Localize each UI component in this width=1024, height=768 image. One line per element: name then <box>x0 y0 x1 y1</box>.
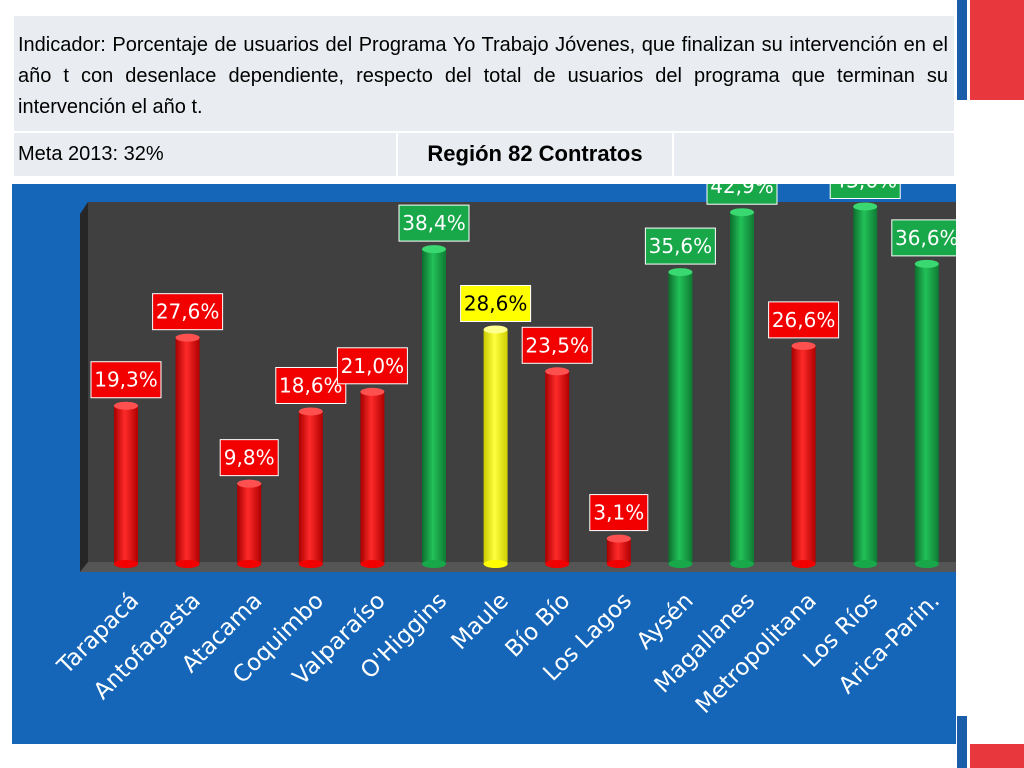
bar-base-2 <box>237 560 262 568</box>
category-labels: TarapacáAntofagastaAtacamaCoquimboValpar… <box>52 588 945 719</box>
bar-13 <box>914 263 939 564</box>
value-label-2: 9,8% <box>224 446 275 470</box>
bar-5 <box>422 249 446 564</box>
value-labels: 19,3% 27,6% 9,8% 18,6%21,0% 38,4% 28,6% 23,5% 3… <box>90 184 956 532</box>
value-label-box-9 <box>644 227 716 265</box>
value-label-4: 21,0% <box>341 354 405 378</box>
bar-cap-7 <box>545 367 570 376</box>
bar-cap-3 <box>298 407 323 416</box>
accent-bar-blue-bottom <box>957 716 967 768</box>
bar-cap-8 <box>606 534 631 543</box>
bar-base-9 <box>668 560 693 568</box>
plot-area <box>80 202 956 572</box>
bar-8 <box>606 538 631 564</box>
bar-6 <box>483 329 508 564</box>
value-label-10: 42,9% <box>710 184 774 198</box>
goal-text: Meta 2013: 32% <box>12 131 398 178</box>
value-label-box-12 <box>829 184 901 199</box>
plot-floor <box>80 562 956 572</box>
bar-cap-5 <box>422 245 446 254</box>
bar-cap-6 <box>483 325 508 334</box>
value-label-7: 23,5% <box>525 333 589 357</box>
bar-base-6 <box>483 560 508 568</box>
bar-base-4 <box>360 560 385 568</box>
value-label-box-5 <box>398 204 470 242</box>
bar-base-11 <box>791 560 816 568</box>
value-label-box-11 <box>768 301 840 339</box>
bar-11 <box>791 345 816 564</box>
value-label-8: 3,1% <box>593 501 644 525</box>
bar-cap-2 <box>237 479 262 488</box>
value-label-3: 18,6% <box>279 373 343 397</box>
plot-back <box>88 202 956 562</box>
bar-4 <box>360 391 385 564</box>
region-title: Región 82 Contratos <box>396 131 674 178</box>
bar-base-13 <box>914 560 939 568</box>
bar-0 <box>114 405 138 564</box>
bar-2 <box>237 483 262 564</box>
bar-12 <box>853 206 878 565</box>
accent-bar-blue-top <box>957 0 967 100</box>
bar-cap-4 <box>360 387 385 396</box>
plot-side <box>80 202 88 572</box>
value-label-12: 43,6% <box>833 184 897 192</box>
empty-cell <box>672 131 956 178</box>
bar-3 <box>298 411 323 564</box>
bar-base-1 <box>175 560 200 568</box>
bar-10 <box>730 212 754 564</box>
bar-cap-13 <box>914 259 939 268</box>
value-label-box-2 <box>219 439 279 477</box>
bar-base-3 <box>298 560 323 568</box>
value-label-box-7 <box>521 326 593 364</box>
value-label-5: 38,4% <box>402 211 466 235</box>
bar-cap-1 <box>175 333 200 342</box>
value-label-11: 26,6% <box>772 308 836 332</box>
bar-cap-11 <box>791 341 816 350</box>
value-label-box-3 <box>275 366 347 404</box>
value-label-1: 27,6% <box>156 300 220 324</box>
bar-9 <box>668 272 693 564</box>
bar-base-8 <box>606 560 631 568</box>
value-label-box-4 <box>336 347 408 385</box>
bar-1 <box>175 337 200 564</box>
bar-base-12 <box>853 560 878 568</box>
bar-cap-10 <box>730 208 754 217</box>
bar-cap-12 <box>853 202 878 211</box>
bar-base-5 <box>422 560 446 568</box>
indicator-table: Indicador: Porcentaje de usuarios del Pr… <box>12 14 956 178</box>
accent-bar-red-top <box>970 0 1024 100</box>
value-label-box-10 <box>706 184 778 205</box>
indicator-text: Indicador: Porcentaje de usuarios del Pr… <box>12 14 956 133</box>
value-label-box-8 <box>589 494 649 532</box>
accent-bar-red-bottom <box>970 744 1024 768</box>
bar-base-0 <box>114 560 138 568</box>
bar-cap-0 <box>114 401 138 410</box>
bar-base-7 <box>545 560 570 568</box>
value-label-0: 19,3% <box>94 368 158 392</box>
bar-series <box>114 202 939 568</box>
value-label-box-13 <box>891 219 956 257</box>
value-label-box-1 <box>152 293 224 331</box>
bar-base-10 <box>730 560 754 568</box>
value-label-13: 36,6% <box>895 226 956 250</box>
value-label-9: 35,6% <box>649 234 713 258</box>
chart-panel: 19,3% 27,6% 9,8% 18,6% 21,0% 38,4% 28,6% 23,5% 3… <box>12 184 956 744</box>
value-label-6: 28,6% <box>464 291 528 315</box>
bar-cap-9 <box>668 268 693 277</box>
bar-7 <box>545 371 570 564</box>
value-label-box-6 <box>460 284 532 322</box>
value-label-box-0 <box>90 361 162 399</box>
bar-chart: 19,3% 27,6% 9,8% 18,6%21,0% 38,4% 28,6% 23,5% 3… <box>52 184 956 719</box>
category-label-1: Antofagasta <box>89 588 206 705</box>
